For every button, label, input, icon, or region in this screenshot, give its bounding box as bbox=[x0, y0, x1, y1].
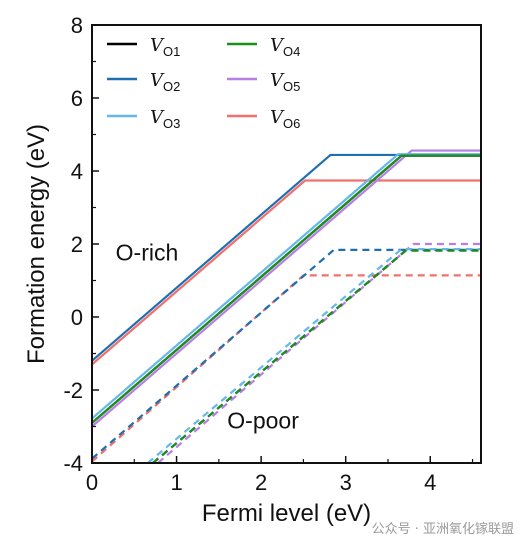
y-tick-label: 6 bbox=[71, 86, 83, 111]
y-axis-title: Formation energy (eV) bbox=[23, 124, 50, 364]
legend-label-vo2: VO2 bbox=[150, 70, 180, 94]
legend-label-vo3: VO3 bbox=[150, 107, 180, 131]
y-tick-label: 8 bbox=[71, 13, 83, 38]
watermark: 公众号 · 亚洲氧化镓联盟 bbox=[371, 522, 514, 537]
annotation-opoor: O-poor bbox=[227, 407, 299, 433]
series-vo4-opoor bbox=[152, 249, 481, 463]
x-tick-label: 0 bbox=[86, 470, 98, 495]
axis-ticks: 0 1 2 3 4 -4 -2 0 2 4 6 8 bbox=[63, 13, 474, 495]
series-vo1-opoor bbox=[152, 249, 481, 463]
annotations: O-rich O-poor bbox=[116, 239, 300, 433]
y-tick-label: -4 bbox=[63, 451, 83, 476]
annotation-orich: O-rich bbox=[116, 239, 179, 265]
legend-label-vo6: VO6 bbox=[270, 107, 300, 131]
series-vo6-orich bbox=[92, 179, 481, 366]
y-tick-label: -2 bbox=[63, 378, 83, 403]
x-axis-title: Fermi level (eV) bbox=[202, 500, 371, 527]
series-vo4-orich bbox=[92, 154, 481, 424]
y-tick-label: 0 bbox=[71, 305, 83, 330]
x-tick-label: 3 bbox=[340, 470, 352, 495]
legend-label-vo4: VO4 bbox=[270, 35, 300, 59]
x-tick-label: 2 bbox=[255, 470, 267, 495]
y-tick-label: 2 bbox=[71, 232, 83, 257]
y-tick-label: 4 bbox=[71, 159, 83, 184]
x-tick-label: 1 bbox=[170, 470, 182, 495]
series-vo3-orich bbox=[92, 153, 481, 420]
series-layer bbox=[92, 149, 481, 463]
legend-label-vo5: VO5 bbox=[270, 70, 300, 94]
x-tick-label: 4 bbox=[424, 470, 436, 495]
series-vo5-opoor bbox=[157, 242, 481, 463]
legend-label-vo1: VO1 bbox=[150, 35, 180, 59]
series-vo5-orich bbox=[92, 149, 481, 428]
legend: VO1 VO2 VO3 VO4 VO5 VO6 bbox=[107, 35, 300, 131]
series-vo3-opoor bbox=[147, 248, 481, 463]
